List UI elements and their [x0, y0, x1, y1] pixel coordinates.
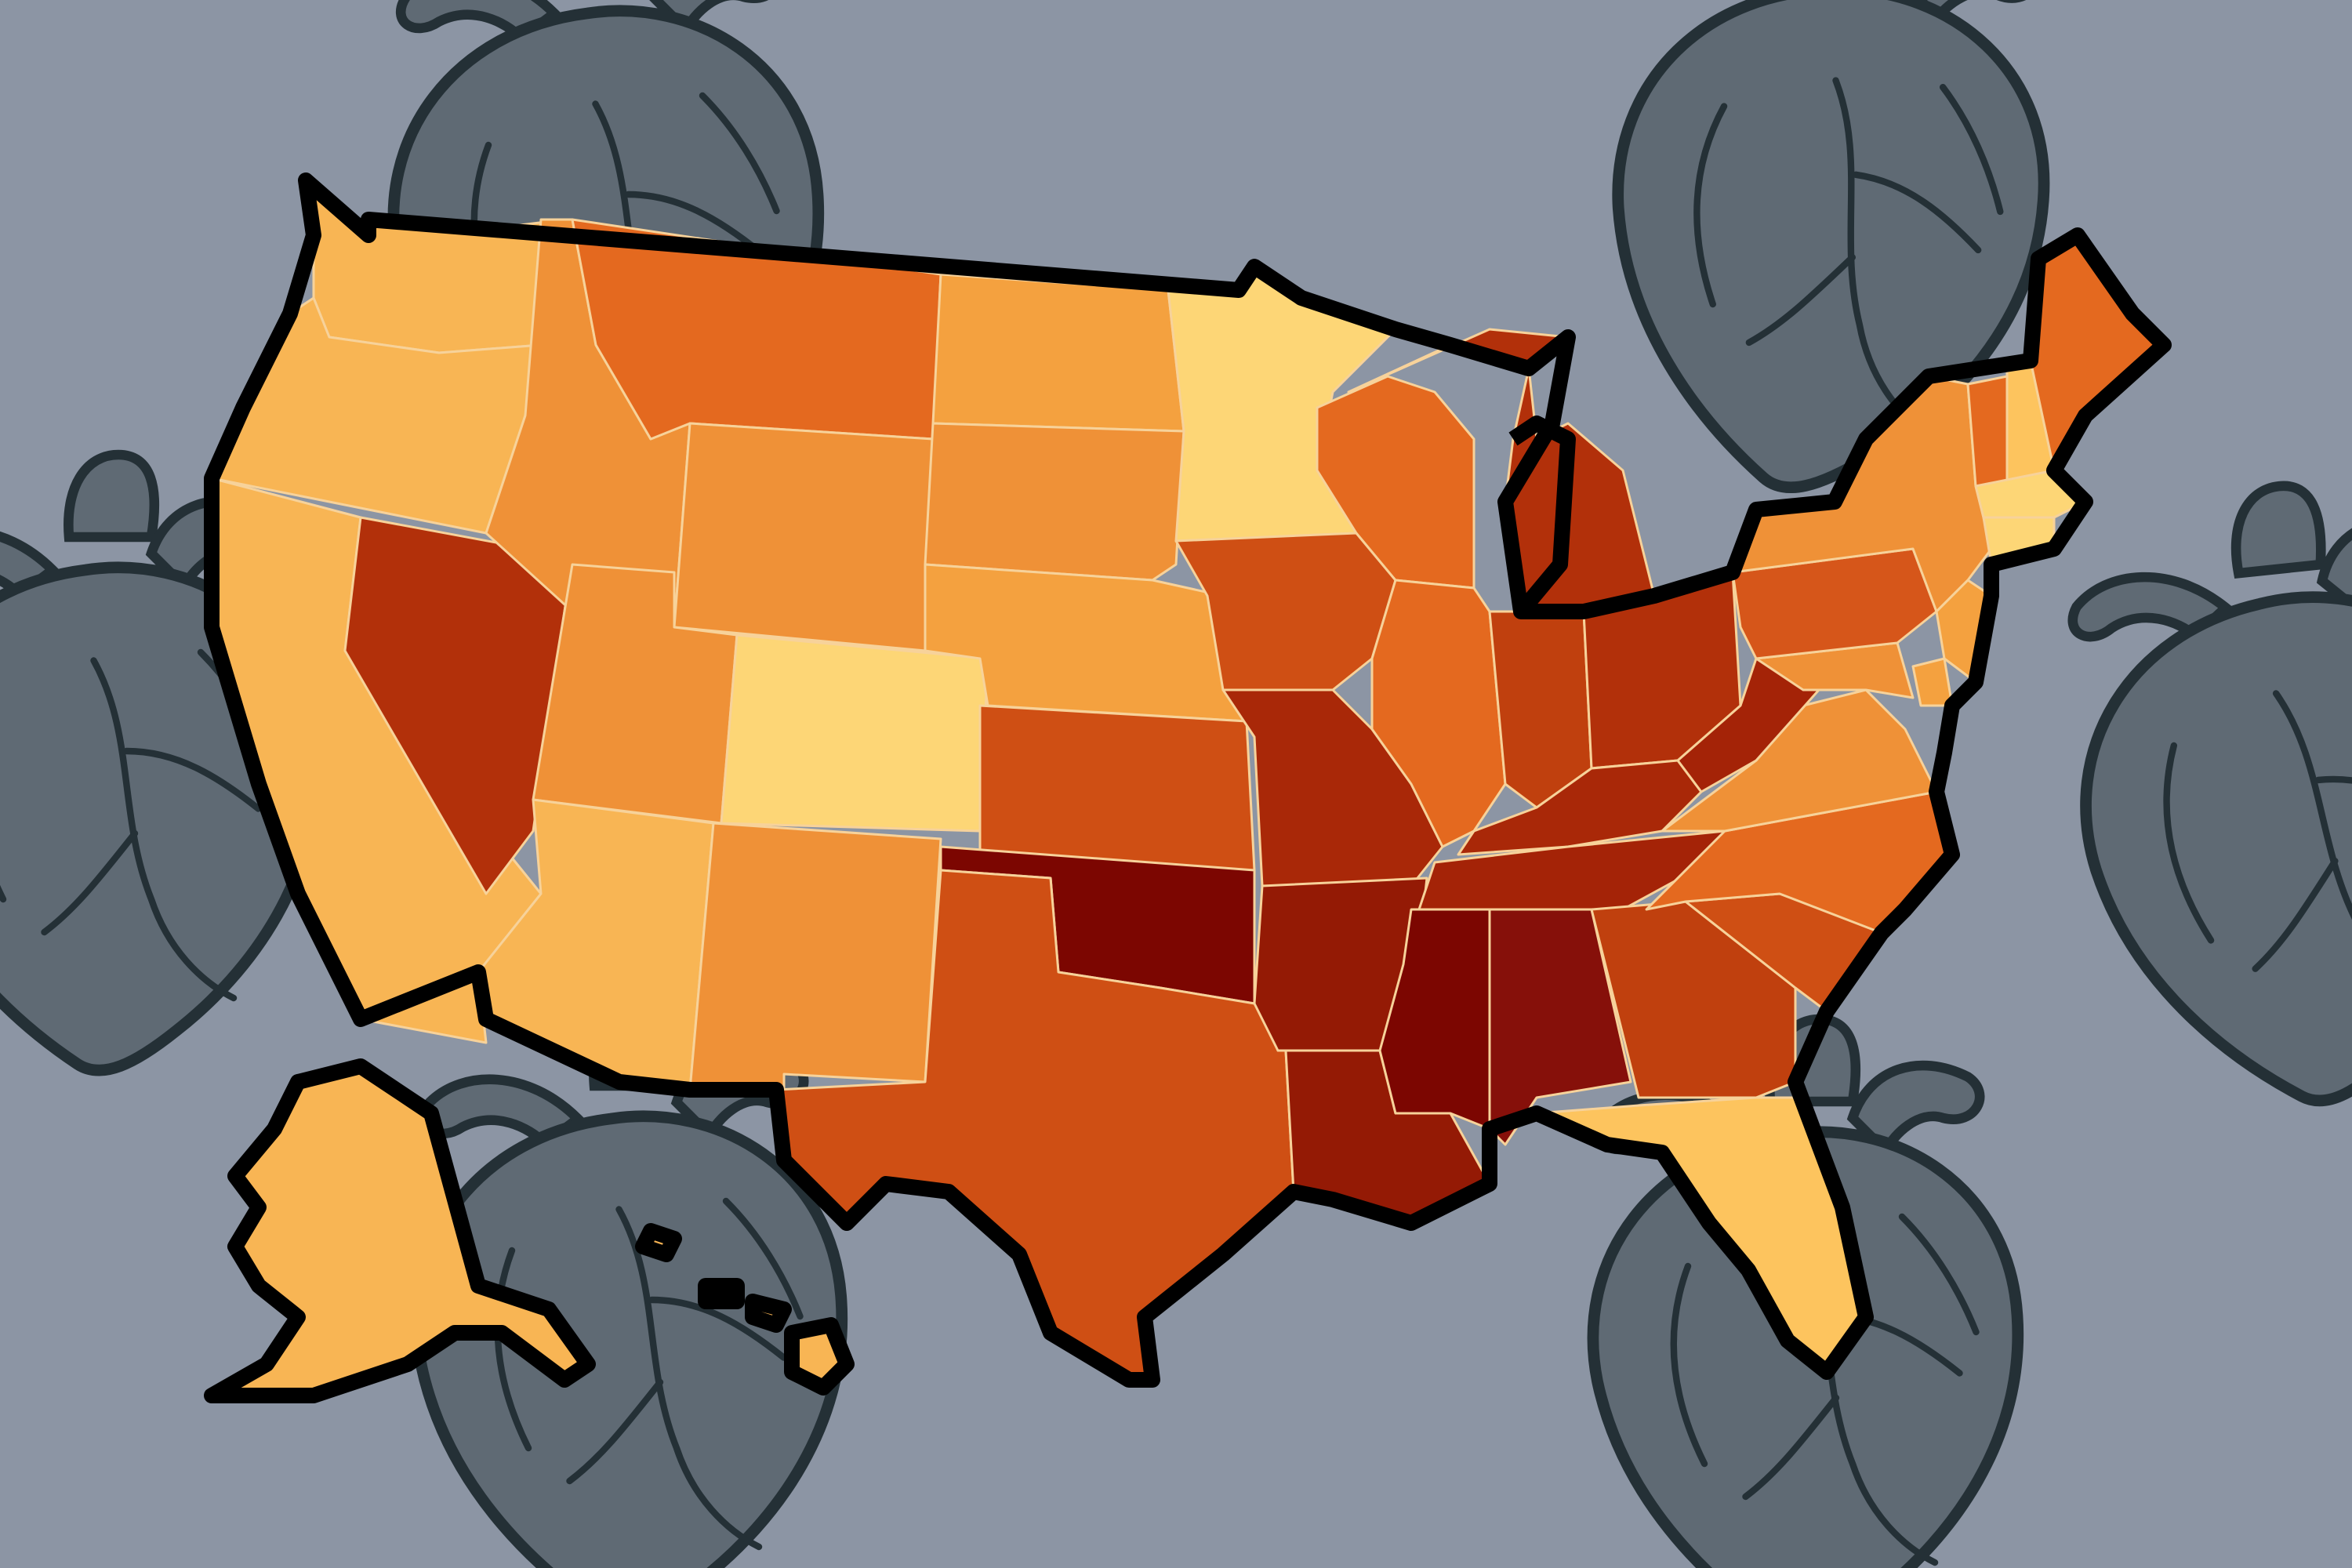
state-nm [688, 822, 942, 1091]
state-vt [1966, 375, 2009, 488]
state-co [720, 633, 989, 833]
state-de [1911, 657, 1954, 707]
state-wy [673, 422, 935, 652]
national-border [204, 172, 2172, 1403]
state-ks [978, 704, 1256, 872]
state-sd [924, 422, 1185, 582]
state-nd [931, 273, 1185, 433]
state-regions [210, 179, 2165, 1397]
state-il [1370, 579, 1507, 848]
